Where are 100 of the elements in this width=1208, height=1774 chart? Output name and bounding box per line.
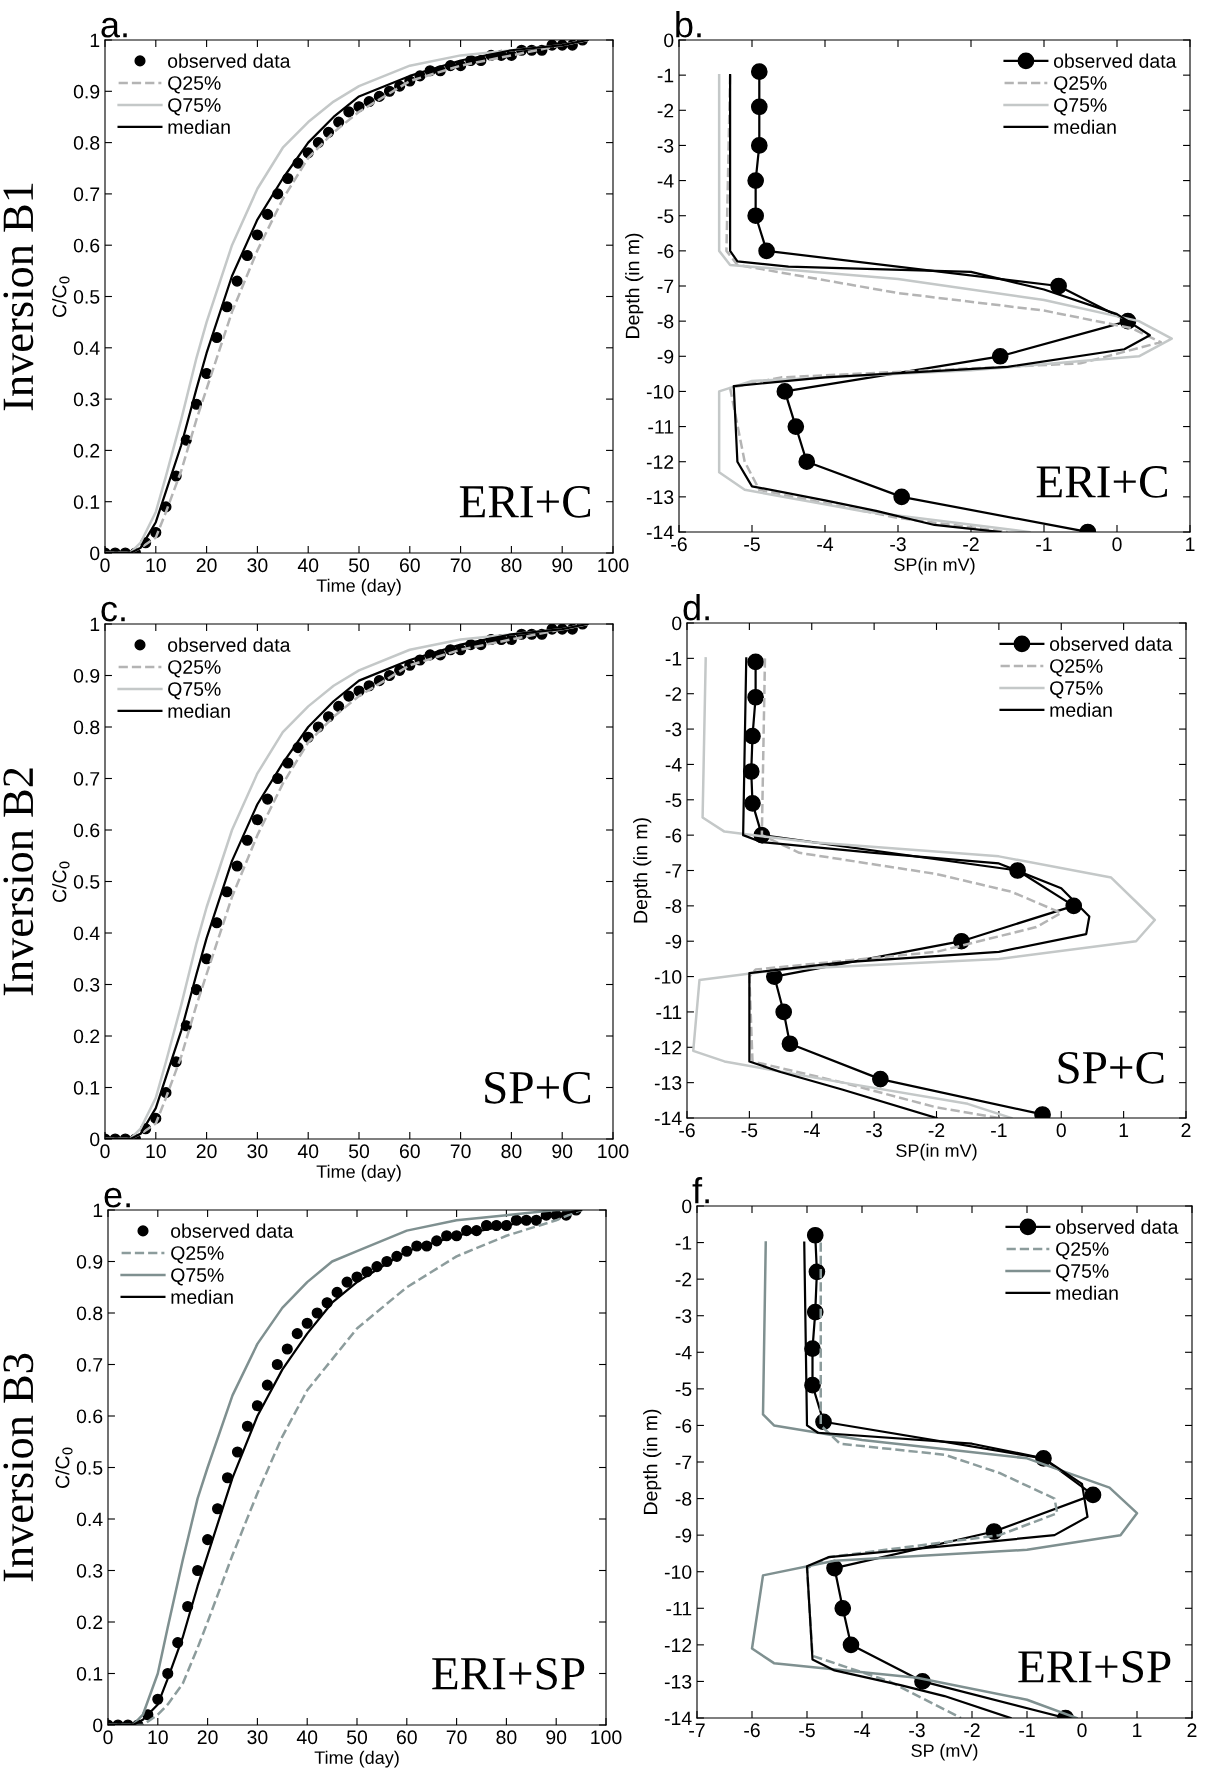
x-tick-label: 70 xyxy=(450,558,471,573)
y-axis-title: C/C$_{0}$ xyxy=(55,1447,73,1488)
y-tick-label: -8 xyxy=(657,314,674,329)
y-tick-label: -13 xyxy=(654,1076,682,1090)
chart-title: b. xyxy=(676,11,701,38)
x-tick-label: 90 xyxy=(552,558,573,573)
y-tick-label: 1 xyxy=(93,1203,103,1218)
y-tick-label: 0.9 xyxy=(76,1254,103,1269)
y-tick-label: 0.6 xyxy=(73,823,100,838)
x-axis-title: Time (day) xyxy=(316,1164,401,1182)
x-tick-label: 10 xyxy=(146,1144,166,1159)
y-tick-label: -2 xyxy=(665,687,682,701)
legend-label: Q75% xyxy=(168,682,221,700)
y-tick-label: 0.2 xyxy=(73,443,100,458)
x-tick-label: 70 xyxy=(446,1730,467,1745)
x-tick-label: 1 xyxy=(1133,1723,1142,1737)
legend-label: Q75% xyxy=(171,1268,224,1286)
y-tick-label: -9 xyxy=(657,349,674,364)
x-tick-label: 30 xyxy=(247,558,268,573)
text: Inversion B2 xyxy=(3,768,34,996)
y-tick-label: -1 xyxy=(675,1236,692,1250)
y-tick-label: -8 xyxy=(675,1492,692,1506)
y-tick-label: 0.7 xyxy=(73,187,100,202)
x-tick-label: 30 xyxy=(247,1730,268,1745)
x-tick-label: 80 xyxy=(501,558,522,573)
y-tick-label: -2 xyxy=(657,103,674,118)
x-axis-title: Time (day) xyxy=(316,578,401,596)
x-tick-label: 40 xyxy=(297,558,319,573)
x-tick-label: 40 xyxy=(296,1730,318,1745)
chart-title: c. xyxy=(101,601,125,622)
legend-label: Q75% xyxy=(168,98,221,116)
x-tick-label: 20 xyxy=(196,558,217,573)
x-tick-label: 0 xyxy=(1077,1723,1087,1738)
x-tick-label: 50 xyxy=(348,558,370,573)
x-tick-label: -7 xyxy=(689,1723,705,1737)
y-axis-title: C/C$_{0}$ xyxy=(52,276,70,317)
y-tick-label: -6 xyxy=(657,244,674,259)
x-tick-label: -2 xyxy=(964,1723,980,1737)
legend-label: median xyxy=(171,1289,233,1304)
y-tick-label: 0.7 xyxy=(73,771,100,786)
y-tick-label: 1 xyxy=(90,33,100,48)
legend-label: Q75% xyxy=(1056,1264,1109,1282)
chart-title: e. xyxy=(104,1187,130,1208)
x-tick-label: 60 xyxy=(396,1730,417,1745)
x-tick-label: 60 xyxy=(399,1144,420,1159)
y-tick-label: 0 xyxy=(664,33,674,48)
y-tick-label: 0.7 xyxy=(76,1357,103,1372)
chart-title: f. xyxy=(692,1177,709,1204)
x-tick-label: -1 xyxy=(1019,1723,1035,1737)
y-tick-label: -12 xyxy=(654,1040,682,1055)
legend-label: median xyxy=(1050,702,1112,717)
y-axis-title: C/C$_{0}$ xyxy=(52,861,70,902)
y-tick-label: -1 xyxy=(657,68,674,83)
x-tick-label: -1 xyxy=(991,1123,1007,1137)
annotation: ERI+SP xyxy=(1018,1651,1171,1683)
legend-label: observed data xyxy=(1055,1219,1179,1234)
legend-label: Q75% xyxy=(1054,98,1107,116)
y-tick-label: 0.4 xyxy=(73,341,100,356)
x-axis-title: SP(in mV) xyxy=(896,1143,977,1161)
y-tick-label: -12 xyxy=(664,1638,692,1652)
y-tick-label: -11 xyxy=(648,420,674,434)
y-tick-label: -11 xyxy=(666,1601,692,1616)
y-tick-label: 0.9 xyxy=(73,84,100,99)
x-tick-label: 80 xyxy=(496,1730,517,1745)
y-tick-label: -7 xyxy=(665,864,682,878)
x-tick-label: 40 xyxy=(297,1144,319,1159)
y-tick-label: -13 xyxy=(646,490,674,505)
y-tick-label: -5 xyxy=(657,209,674,223)
legend-label: observed data xyxy=(171,1223,294,1238)
x-tick-label: -4 xyxy=(817,537,834,551)
y-tick-label: -4 xyxy=(665,758,682,772)
annotation: SP+C xyxy=(485,1071,591,1104)
y-tick-label: -14 xyxy=(654,1111,682,1126)
legend-label: Q25% xyxy=(168,76,221,94)
y-tick-label: 0.1 xyxy=(76,1666,103,1681)
x-tick-label: 10 xyxy=(146,558,166,573)
y-tick-label: 0.1 xyxy=(73,1080,100,1095)
legend-label: Q25% xyxy=(1056,1242,1109,1260)
y-tick-label: -5 xyxy=(675,1382,692,1397)
legend-label: observed data xyxy=(168,637,291,652)
x-tick-label: -5 xyxy=(744,537,760,552)
x-tick-label: 2 xyxy=(1187,1723,1197,1737)
y-tick-label: 0.1 xyxy=(73,495,100,509)
y-tick-label: -13 xyxy=(664,1674,692,1689)
y-tick-label: 0.4 xyxy=(73,926,100,941)
x-tick-label: 80 xyxy=(501,1144,522,1159)
y-axis-title: Depth (in m) xyxy=(643,1409,662,1514)
annotation: ERI+SP xyxy=(432,1657,585,1690)
y-tick-label: -3 xyxy=(675,1309,692,1323)
x-tick-label: -2 xyxy=(963,537,979,551)
y-tick-label: -10 xyxy=(654,970,682,984)
legend-label: median xyxy=(168,703,230,718)
x-tick-label: 100 xyxy=(591,1730,622,1745)
y-tick-label: 0.8 xyxy=(76,1306,103,1321)
x-tick-label: 0 xyxy=(1112,537,1122,552)
x-tick-label: 20 xyxy=(196,1144,217,1159)
y-axis-title: Depth (in m) xyxy=(633,818,652,923)
text: Inversion B1 xyxy=(3,183,34,411)
legend-label: median xyxy=(1054,119,1116,134)
x-tick-label: -1 xyxy=(1036,537,1052,551)
